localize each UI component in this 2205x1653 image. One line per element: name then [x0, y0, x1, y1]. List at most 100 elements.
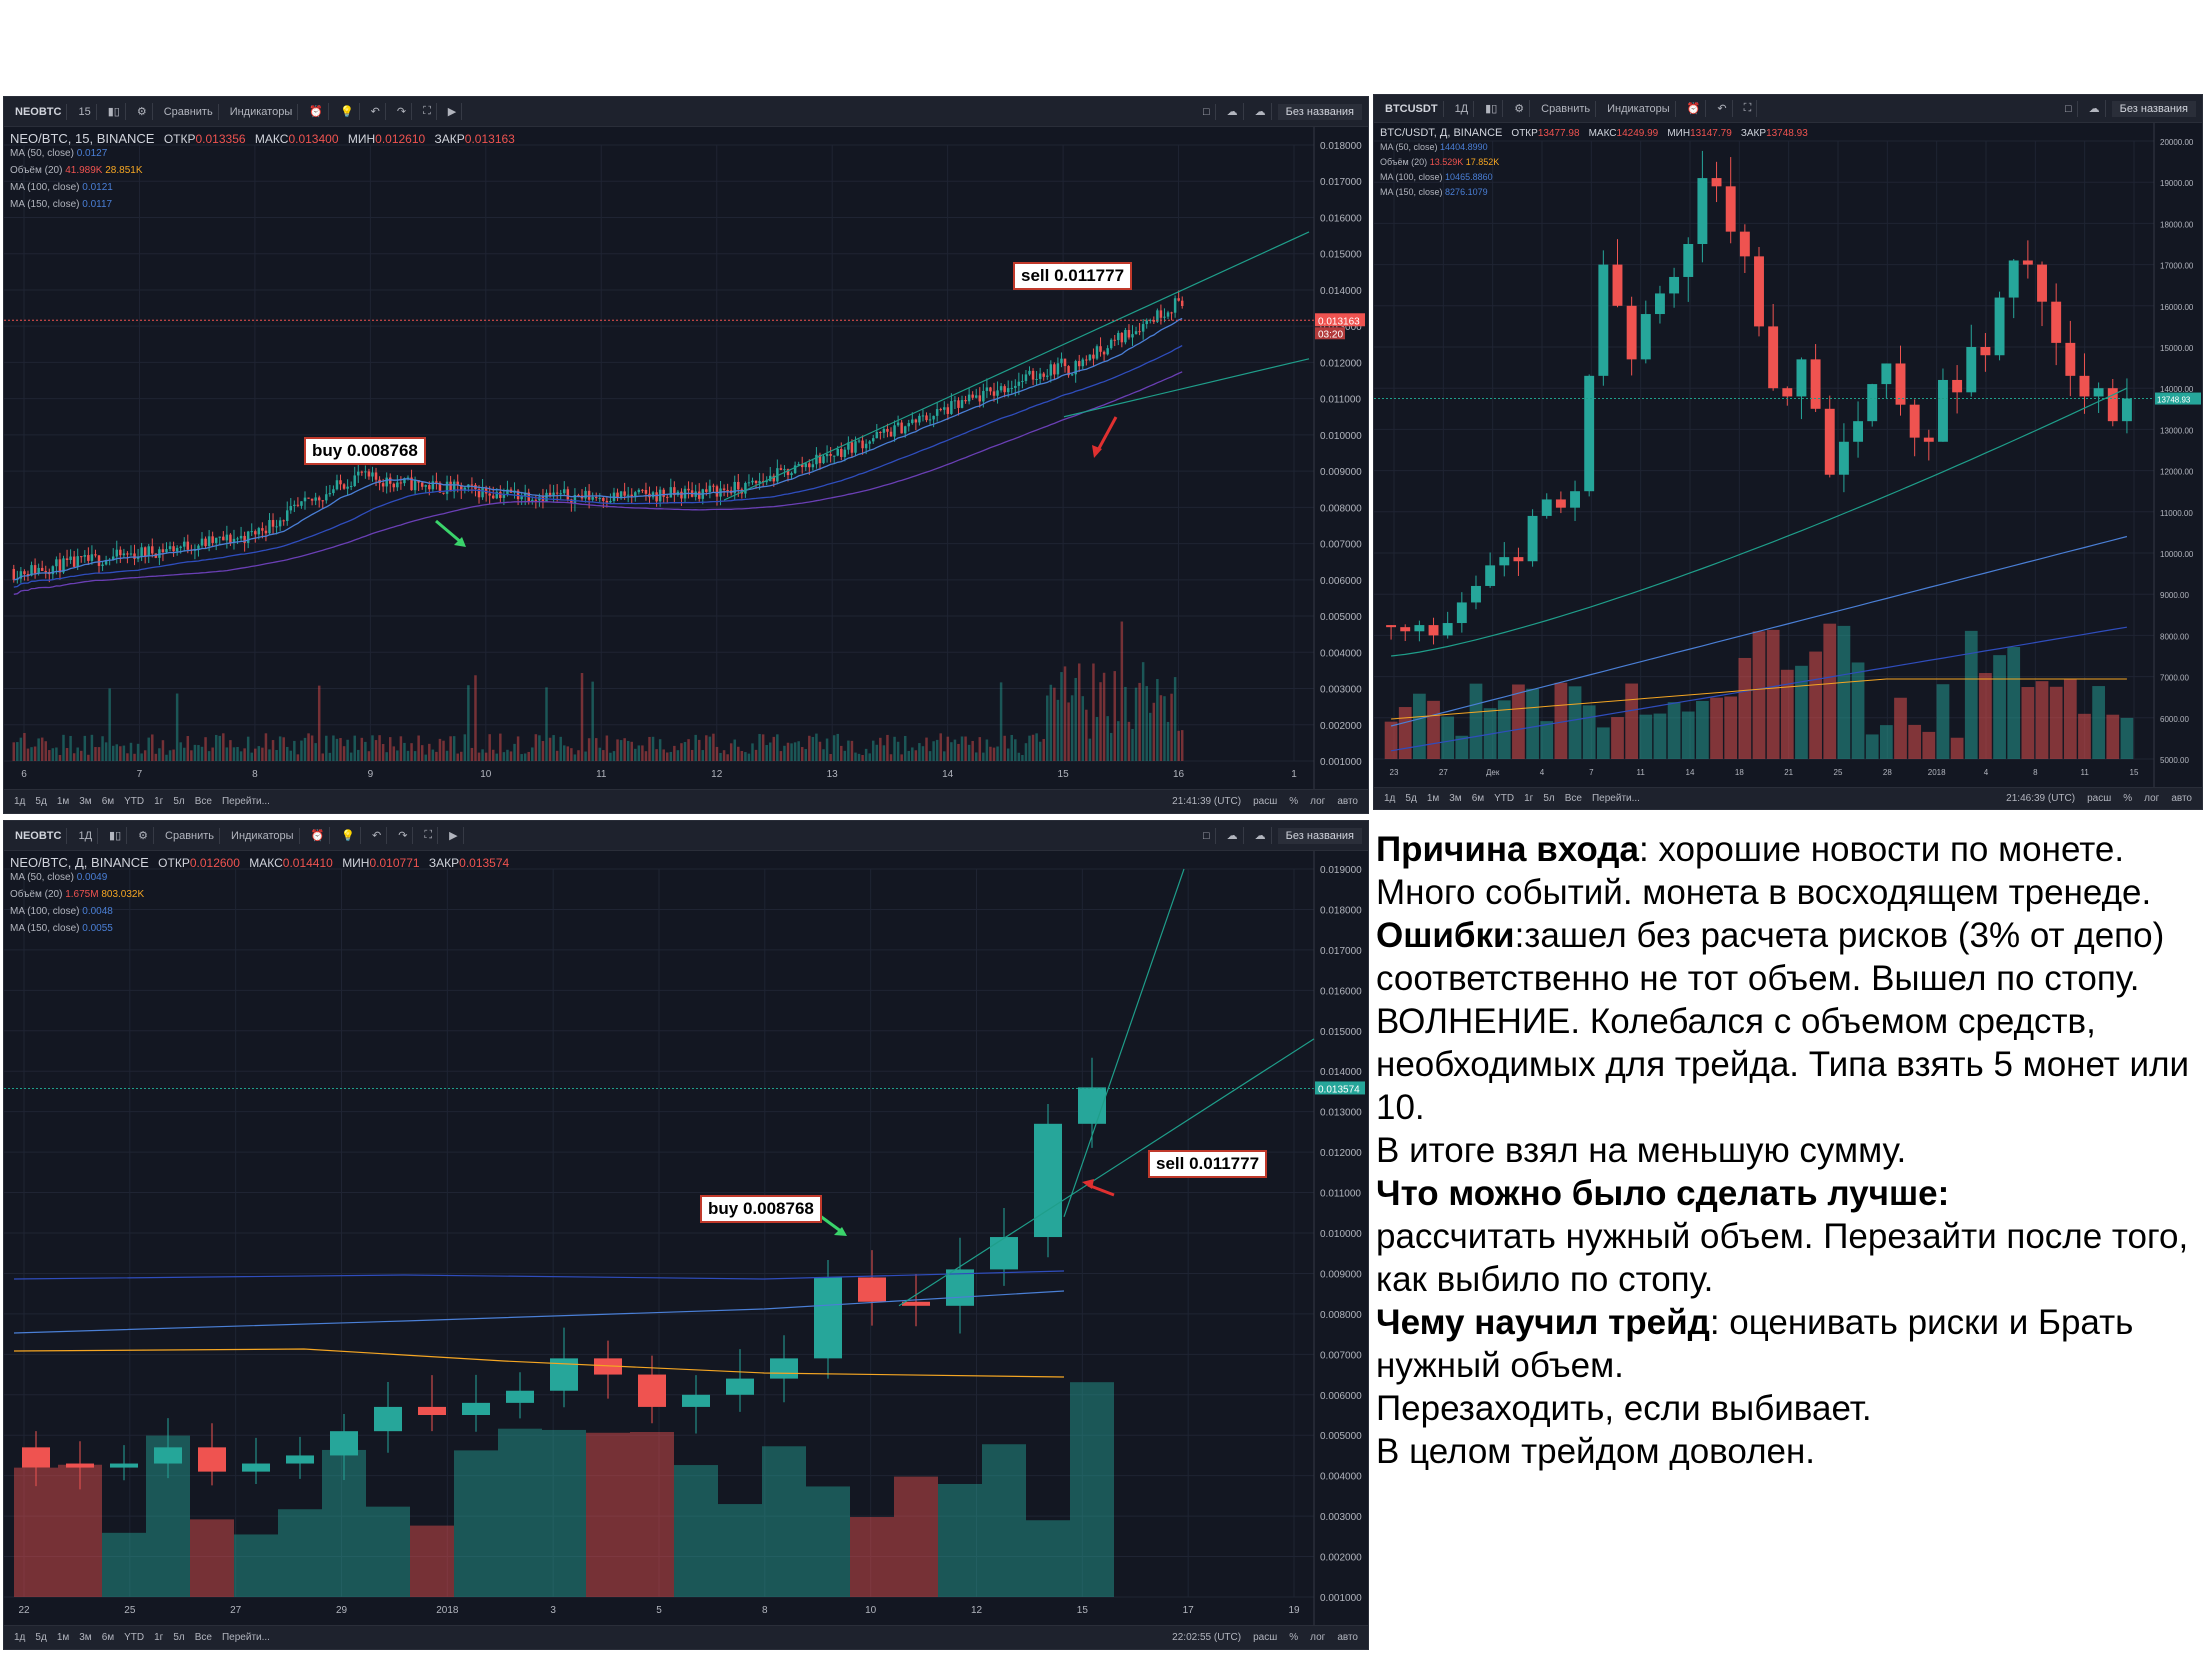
- play-icon[interactable]: ▶: [444, 827, 464, 844]
- scale-option-button[interactable]: лог: [2144, 793, 2160, 804]
- indicators-button[interactable]: Индикаторы: [1602, 100, 1676, 117]
- range-button[interactable]: 6м: [101, 1632, 115, 1643]
- compare-button[interactable]: Сравнить: [160, 827, 221, 844]
- price-chart-area[interactable]: 0.019000 0.018000 0.017000 0.016000 0.015000…: [4, 851, 1369, 1627]
- scale-option-button[interactable]: расш: [1253, 1632, 1278, 1643]
- ma100-label[interactable]: MA (100, close): [10, 182, 80, 193]
- range-button[interactable]: 1д: [14, 1632, 26, 1643]
- cloud-icon[interactable]: ☁: [1222, 827, 1244, 844]
- indicators-button[interactable]: Индикаторы: [225, 103, 299, 120]
- layout-icon[interactable]: □: [1198, 827, 1216, 844]
- alert-icon[interactable]: ⏰: [1682, 100, 1707, 117]
- range-button[interactable]: 3м: [1449, 793, 1462, 804]
- scale-option-button[interactable]: %: [1289, 796, 1299, 807]
- candles-icon[interactable]: ▮▯: [103, 103, 126, 120]
- compare-button[interactable]: Сравнить: [1536, 100, 1597, 117]
- idea-lightbulb-icon[interactable]: 💡: [335, 103, 360, 120]
- volume-label[interactable]: Объём (20): [1380, 157, 1428, 167]
- undo-icon[interactable]: ↶: [1712, 100, 1733, 117]
- fullscreen-icon[interactable]: ⛶: [418, 103, 437, 120]
- symbol-input[interactable]: NEOBTC: [10, 827, 68, 844]
- volume-label[interactable]: Объём (20): [10, 165, 63, 176]
- legend-title[interactable]: NEO/BTC, Д, BINANCE: [10, 855, 149, 870]
- fullscreen-icon[interactable]: ⛶: [419, 827, 439, 844]
- scale-option-button[interactable]: %: [2123, 793, 2133, 804]
- chart-panel-neo-15m[interactable]: NEOBTC 15 ▮▯ ⚙ Сравнить Индикаторы ⏰ 💡 ↶…: [3, 96, 1369, 814]
- ma50-label[interactable]: MA (50, close): [1380, 142, 1438, 152]
- alert-icon[interactable]: ⏰: [304, 103, 329, 120]
- cloud-icon[interactable]: ☁: [2084, 100, 2106, 117]
- interval-select[interactable]: 1Д: [1450, 100, 1475, 117]
- candles-icon[interactable]: ▮▯: [104, 827, 128, 844]
- range-button[interactable]: 1г: [154, 796, 164, 807]
- range-button[interactable]: YTD: [124, 1632, 145, 1643]
- interval-select[interactable]: 15: [73, 103, 97, 120]
- ma100-label[interactable]: MA (100, close): [1380, 172, 1443, 182]
- interval-select[interactable]: 1Д: [73, 827, 99, 844]
- ma50-label[interactable]: MA (50, close): [10, 872, 74, 883]
- range-button[interactable]: 5д: [35, 796, 47, 807]
- range-button[interactable]: YTD: [124, 796, 145, 807]
- range-button[interactable]: 6м: [1471, 793, 1485, 804]
- scale-option-button[interactable]: лог: [1310, 796, 1326, 807]
- idea-lightbulb-icon[interactable]: 💡: [336, 827, 361, 844]
- layout-name-button[interactable]: Без названия: [1277, 103, 1362, 120]
- ma150-label[interactable]: MA (150, close): [10, 923, 80, 934]
- range-button[interactable]: Перейти...: [1591, 793, 1640, 804]
- scale-option-button[interactable]: авто: [2171, 793, 2192, 804]
- range-button[interactable]: Все: [194, 1632, 212, 1643]
- range-button[interactable]: 1м: [56, 796, 70, 807]
- range-button[interactable]: 1г: [154, 1632, 164, 1643]
- range-button[interactable]: Перейти...: [221, 1632, 270, 1643]
- fullscreen-icon[interactable]: ⛶: [1739, 100, 1758, 117]
- scale-option-button[interactable]: авто: [1337, 796, 1358, 807]
- chart-panel-neo-daily[interactable]: NEOBTC 1Д ▮▯ ⚙ Сравнить Индикаторы ⏰ 💡 ↶…: [3, 820, 1369, 1650]
- range-button[interactable]: 5л: [173, 796, 185, 807]
- cloud-icon[interactable]: ☁: [1222, 103, 1244, 120]
- layout-name-button[interactable]: Без названия: [2111, 100, 2196, 117]
- indicators-button[interactable]: Индикаторы: [226, 827, 300, 844]
- redo-icon[interactable]: ↷: [393, 827, 414, 844]
- range-button[interactable]: 3м: [79, 796, 92, 807]
- ma150-label[interactable]: MA (150, close): [10, 199, 80, 210]
- layout-icon[interactable]: □: [1198, 103, 1216, 120]
- range-button[interactable]: 1г: [1524, 793, 1534, 804]
- cloud-save-icon[interactable]: ☁: [1250, 103, 1272, 120]
- redo-icon[interactable]: ↷: [392, 103, 413, 120]
- ma50-label[interactable]: MA (50, close): [10, 148, 74, 159]
- range-button[interactable]: 5д: [1405, 793, 1417, 804]
- legend-title[interactable]: BTC/USDT, Д, BINANCE: [1380, 127, 1503, 139]
- scale-option-button[interactable]: расш: [2087, 793, 2112, 804]
- settings-gear-icon[interactable]: ⚙: [133, 827, 155, 844]
- range-button[interactable]: 5л: [173, 1632, 185, 1643]
- scale-option-button[interactable]: лог: [1310, 1632, 1326, 1643]
- volume-label[interactable]: Объём (20): [10, 889, 63, 900]
- symbol-input[interactable]: BTCUSDT: [1380, 100, 1444, 117]
- range-button[interactable]: 5л: [1543, 793, 1555, 804]
- price-chart-area[interactable]: 20000.00 19000.00 18000.00 17000.00 16000.00…: [1374, 123, 2203, 789]
- range-button[interactable]: 6м: [101, 796, 115, 807]
- range-button[interactable]: 3м: [79, 1632, 92, 1643]
- symbol-input[interactable]: NEOBTC: [10, 103, 68, 120]
- range-button[interactable]: 1м: [1426, 793, 1440, 804]
- ma100-label[interactable]: MA (100, close): [10, 906, 80, 917]
- range-button[interactable]: 5д: [35, 1632, 47, 1643]
- price-chart-area[interactable]: 0.018000 0.017000 0.016000 0.015000 0.014000…: [4, 127, 1369, 791]
- candles-icon[interactable]: ▮▯: [1480, 100, 1504, 117]
- range-button[interactable]: YTD: [1494, 793, 1515, 804]
- alert-icon[interactable]: ⏰: [306, 827, 331, 844]
- scale-option-button[interactable]: %: [1289, 1632, 1299, 1643]
- ma150-label[interactable]: MA (150, close): [1380, 187, 1443, 197]
- scale-option-button[interactable]: авто: [1337, 1632, 1358, 1643]
- scale-option-button[interactable]: расш: [1253, 796, 1278, 807]
- compare-button[interactable]: Сравнить: [159, 103, 219, 120]
- layout-name-button[interactable]: Без названия: [1277, 827, 1362, 844]
- range-button[interactable]: Все: [194, 796, 212, 807]
- cloud-save-icon[interactable]: ☁: [1250, 827, 1272, 844]
- layout-icon[interactable]: □: [2060, 100, 2078, 117]
- range-button[interactable]: 1м: [56, 1632, 70, 1643]
- settings-gear-icon[interactable]: ⚙: [132, 103, 153, 120]
- range-button[interactable]: Перейти...: [221, 796, 270, 807]
- chart-panel-btc-daily[interactable]: BTCUSDT 1Д ▮▯ ⚙ Сравнить Индикаторы ⏰ ↶ …: [1373, 94, 2203, 810]
- range-button[interactable]: 1д: [14, 796, 26, 807]
